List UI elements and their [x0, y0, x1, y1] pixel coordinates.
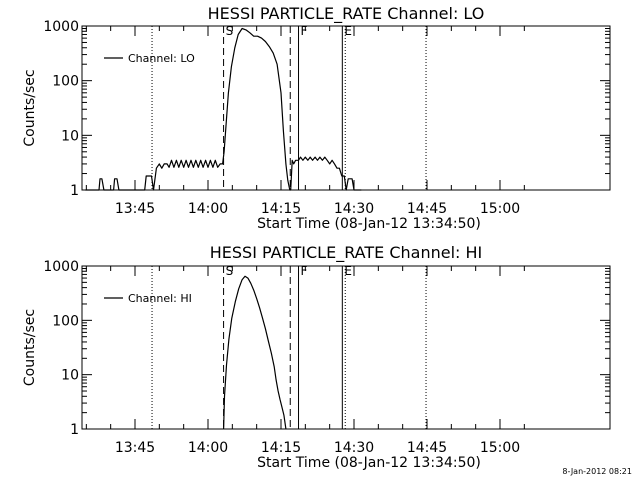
x-tick-label-lo: 15:00 [480, 201, 520, 217]
x-tick-label-hi: 14:45 [407, 440, 447, 456]
x-tick-label-lo: 14:00 [188, 201, 228, 217]
marker-label-hi: E [344, 264, 352, 278]
x-axis-label-hi: Start Time (08-Jan-12 13:34:50) [257, 455, 481, 471]
y-axis-label-hi: Counts/sec [22, 309, 38, 386]
y-tick-label-lo: 1000 [43, 19, 79, 35]
marker-label-hi: S [226, 264, 234, 278]
panel-lo: HESSI PARTICLE_RATE Channel: LO 13:45 14:0… [22, 4, 611, 232]
plot-frame-hi [81, 265, 611, 430]
x-axis-label-lo: Start Time (08-Jan-12 13:34:50) [257, 216, 481, 232]
y-tick-label-lo: 10 [61, 128, 79, 144]
x-tick-label-lo: 14:45 [407, 201, 447, 217]
legend-label-lo: Channel: LO [128, 52, 195, 65]
x-tick-label-hi: 14:00 [188, 440, 228, 456]
x-tick-label-hi: 13:45 [115, 440, 155, 456]
marker-label-lo: S [226, 24, 234, 38]
y-axis-label-lo: Counts/sec [22, 69, 38, 146]
y-tick-label-hi: 10 [61, 368, 79, 384]
x-tick-label-hi: 14:15 [261, 440, 301, 456]
timestamp-stamp: 8-Jan-2012 08:21 [562, 467, 632, 476]
y-tick-label-hi: 100 [52, 313, 79, 329]
legend-label-hi: Channel: HI [128, 292, 192, 305]
y-tick-label-hi: 1 [70, 422, 79, 438]
panel-hi: HESSI PARTICLE_RATE Channel: HI 13:45 14:0… [22, 243, 611, 471]
plot-frame-lo [81, 25, 611, 191]
x-tick-label-hi: 15:00 [480, 440, 520, 456]
y-tick-label-lo: 1 [70, 183, 79, 199]
marker-label-hi: F [301, 264, 308, 278]
x-tick-label-lo: 13:45 [115, 201, 155, 217]
chart-title-hi: HESSI PARTICLE_RATE Channel: HI [210, 243, 483, 263]
chart-title-lo: HESSI PARTICLE_RATE Channel: LO [208, 4, 485, 24]
series-line-hi [223, 275, 287, 430]
x-tick-label-lo: 14:30 [334, 201, 374, 217]
x-tick-label-hi: 14:30 [334, 440, 374, 456]
y-tick-label-lo: 100 [52, 74, 79, 90]
marker-label-lo: E [344, 24, 352, 38]
marker-label-lo: F [301, 24, 308, 38]
x-tick-label-lo: 14:15 [261, 201, 301, 217]
series-line-lo [85, 27, 362, 191]
y-tick-label-hi: 1000 [43, 259, 79, 275]
